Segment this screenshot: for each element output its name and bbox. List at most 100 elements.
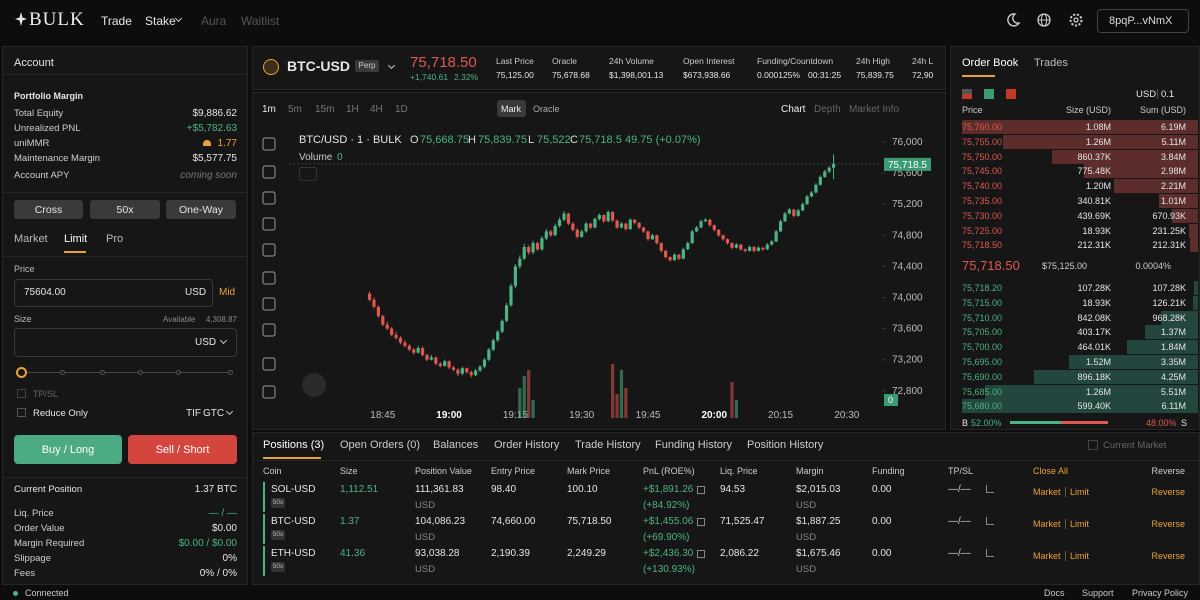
buy-button[interactable]: [14, 435, 122, 464]
reverse[interactable]: Reverse: [1151, 551, 1185, 561]
candle-body: [553, 225, 557, 236]
positions-tab[interactable]: Position History: [747, 439, 824, 451]
orderbook-tab[interactable]: Order Book: [962, 57, 1019, 69]
mid-button[interactable]: Mid: [219, 287, 236, 298]
mode-button[interactable]: [90, 200, 160, 219]
checkbox-label: TP/SL: [33, 389, 59, 399]
layout-toggle[interactable]: [1006, 89, 1016, 99]
nav-link[interactable]: Aura: [201, 14, 227, 28]
view-tab[interactable]: Depth: [814, 104, 841, 115]
edit-icon[interactable]: [986, 485, 994, 493]
ob-sum: 6.11M: [1161, 401, 1186, 412]
interval[interactable]: 5m: [288, 104, 302, 115]
edit-icon[interactable]: [986, 517, 994, 525]
theme-toggle[interactable]: [1005, 12, 1021, 28]
close-limit[interactable]: Limit: [1070, 487, 1090, 497]
candle-body: [571, 223, 575, 230]
interval[interactable]: 15m: [315, 104, 335, 115]
interval[interactable]: 1D: [395, 104, 408, 115]
mode-button[interactable]: [14, 200, 83, 219]
nav-link[interactable]: Trade: [101, 14, 132, 28]
share-icon[interactable]: [697, 518, 705, 526]
layout-toggle[interactable]: [962, 89, 972, 99]
mode-button[interactable]: [166, 200, 236, 219]
positions-tab[interactable]: Funding History: [655, 439, 733, 451]
order-tab[interactable]: Pro: [106, 233, 124, 245]
close-limit[interactable]: Limit: [1070, 551, 1090, 561]
interval[interactable]: 1H: [346, 104, 359, 115]
close-limit[interactable]: Limit: [1070, 519, 1090, 529]
margin: $1,887.25: [796, 516, 841, 527]
orderbook-panel: [950, 46, 1200, 430]
depth-bar: [1033, 369, 1198, 384]
ob-sum: 231.25K: [1152, 225, 1186, 236]
close-market[interactable]: Market: [1033, 487, 1061, 497]
drawing-tool: [262, 323, 276, 337]
candle-body: [500, 320, 504, 332]
footer-link[interactable]: Support: [1082, 588, 1114, 598]
candle-body: [756, 247, 761, 251]
ob-sum: 4.25M: [1160, 371, 1186, 382]
positions-tab[interactable]: Trade History: [575, 439, 641, 451]
reverse[interactable]: Reverse: [1151, 519, 1185, 529]
nav-link[interactable]: Stake: [145, 14, 176, 28]
ob-size: 842.08K: [1077, 312, 1111, 323]
candle-body: [416, 348, 420, 353]
ticker-clip: [946, 46, 950, 90]
price-input[interactable]: [14, 279, 213, 307]
candle-body: [805, 196, 809, 205]
favorite-icon[interactable]: [263, 59, 279, 75]
close-market[interactable]: Market: [1033, 551, 1061, 561]
buy-ratio: 52.00%: [971, 418, 1002, 428]
orderbook-tab[interactable]: Trades: [1034, 57, 1068, 69]
candle-body: [814, 184, 818, 193]
entry-price: 98.40: [491, 484, 517, 495]
settings-icon[interactable]: [1068, 12, 1084, 28]
positions-tab[interactable]: Positions (3): [263, 439, 325, 451]
nav-link[interactable]: Waitlist: [241, 14, 280, 28]
language-icon[interactable]: [1036, 12, 1052, 28]
candle-body: [522, 246, 526, 259]
stat-label: Funding/Countdown: [757, 56, 834, 66]
size-input[interactable]: [14, 328, 237, 357]
mode-button-label: Cross: [34, 204, 63, 216]
footer-link[interactable]: Docs: [1044, 588, 1065, 598]
close-market[interactable]: Market: [1033, 519, 1061, 529]
positions-tab[interactable]: Balances: [433, 439, 479, 451]
layout-toggle[interactable]: [984, 89, 994, 99]
view-tab[interactable]: Market Info: [849, 104, 900, 115]
reverse[interactable]: Reverse: [1151, 487, 1185, 497]
price-type[interactable]: Oracle: [533, 104, 560, 114]
interval[interactable]: 4H: [370, 104, 383, 115]
order-tab[interactable]: Limit: [64, 233, 88, 245]
coin: SOL-USD: [271, 484, 316, 495]
checkbox[interactable]: [1088, 440, 1098, 450]
checkbox[interactable]: [17, 389, 26, 398]
checkbox[interactable]: [17, 408, 26, 417]
order-tab[interactable]: Market: [14, 233, 48, 245]
depth-bar: [1160, 310, 1198, 325]
logo-mark: [15, 12, 27, 26]
positions-tab[interactable]: Open Orders (0): [340, 439, 421, 451]
collapse-button[interactable]: [299, 167, 317, 181]
candle-body: [465, 368, 469, 373]
interval[interactable]: 1m: [262, 104, 276, 115]
positions-tab[interactable]: Order History: [494, 439, 560, 451]
last-price-tag: [884, 157, 931, 171]
table-header: Entry Price: [491, 466, 536, 476]
wallet-button[interactable]: [1097, 9, 1189, 33]
footer-link[interactable]: Privacy Policy: [1132, 588, 1189, 598]
sell-button[interactable]: [128, 435, 237, 464]
candle-body: [540, 238, 544, 250]
view-tab[interactable]: Chart: [781, 104, 806, 115]
price-type[interactable]: Mark: [501, 104, 521, 114]
candle-body: [748, 246, 752, 251]
y-tick-label: 74,000: [892, 292, 923, 303]
buy-ratio-bar: [1010, 421, 1061, 424]
x-tick-label: 20:15: [768, 410, 793, 421]
edit-icon[interactable]: [986, 549, 994, 557]
candle-body: [549, 231, 553, 236]
slider-handle[interactable]: [16, 367, 27, 378]
share-icon[interactable]: [697, 550, 705, 558]
share-icon[interactable]: [697, 486, 705, 494]
